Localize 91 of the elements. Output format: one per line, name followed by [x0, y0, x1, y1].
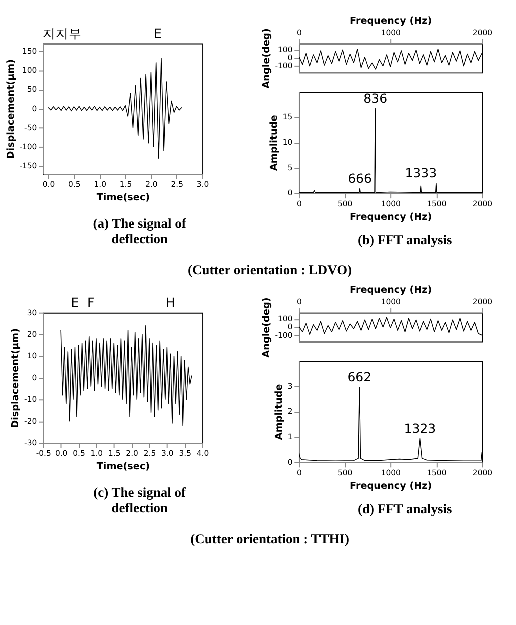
- text: 지지부: [43, 26, 82, 41]
- x-tick-label: 0.0: [42, 180, 56, 189]
- x-tick-label: 2.0: [126, 449, 139, 458]
- annotation: 662: [348, 370, 372, 385]
- x-tick-label: 1000: [381, 199, 401, 208]
- y-tick-label: 0: [288, 322, 293, 332]
- y-tick-label: 150: [22, 46, 38, 56]
- y-axis-title: Displacement(μm): [6, 59, 17, 160]
- y-tick-label: 15: [282, 112, 293, 122]
- x-axis-title: Frequency (Hz): [350, 285, 432, 296]
- y-axis-title: Displacement(μm): [10, 328, 22, 428]
- y-tick-label: -100: [20, 142, 38, 152]
- y-tick-label: 2: [288, 407, 293, 416]
- y-tick-label: 10: [27, 352, 38, 361]
- x-axis-title: Frequency (Hz): [350, 16, 432, 27]
- x-tick-label: 0: [297, 199, 302, 208]
- text: (b) FFT analysis: [358, 232, 452, 248]
- y-tick-label: -20: [24, 416, 38, 426]
- y-tick-label: -100: [275, 62, 293, 71]
- y-tick-label: -50: [24, 123, 38, 132]
- y-tick-label: 1: [288, 432, 293, 442]
- x-tick-label: 1000: [381, 298, 401, 307]
- x-tick-label: 3.0: [196, 180, 210, 189]
- x-tick-label: 2.5: [171, 180, 184, 189]
- x-tick-label: 2000: [472, 28, 493, 38]
- x-tick-label: 1.0: [90, 449, 104, 458]
- x-tick-label: 1500: [427, 199, 447, 208]
- x-tick-label: 0: [297, 468, 302, 478]
- y-axis-title: Angle(deg): [261, 28, 272, 89]
- y-tick-label: -10: [24, 395, 38, 404]
- x-axis-title: Time(sec): [96, 192, 150, 204]
- x-tick-label: 2000: [472, 199, 493, 208]
- y-tick-label: 10: [282, 138, 293, 148]
- line-series: [48, 58, 182, 160]
- y-tick-label: -150: [20, 162, 38, 171]
- x-tick-label: -0.5: [36, 449, 52, 458]
- y-tick-label: 0: [32, 373, 38, 382]
- x-tick-label: 1000: [381, 468, 401, 478]
- y-tick-label: 100: [278, 314, 293, 324]
- annotation: 836: [364, 90, 388, 106]
- text: H: [166, 295, 176, 310]
- x-tick-label: 0.0: [55, 449, 68, 458]
- x-tick-label: 1.5: [108, 449, 121, 458]
- y-tick-label: 3: [288, 382, 293, 391]
- x-tick-label: 3.5: [179, 449, 192, 458]
- x-tick-label: 0: [297, 298, 302, 307]
- x-tick-label: 1.5: [120, 180, 132, 189]
- x-axis-title: Time(sec): [96, 462, 150, 473]
- y-tick-label: 0: [288, 458, 293, 467]
- text: F: [88, 295, 95, 310]
- x-axis-title: Frequency (Hz): [350, 480, 432, 492]
- x-tick-label: 1.0: [94, 180, 107, 189]
- y-tick-label: 0: [32, 104, 38, 114]
- x-tick-label: 2000: [472, 468, 493, 478]
- x-tick-label: 2.5: [144, 449, 156, 458]
- y-tick-label: 100: [22, 66, 38, 75]
- text: E: [154, 26, 162, 41]
- y-axis-title: Amplitude: [269, 114, 280, 172]
- text: (c) The signal of deflection: [94, 485, 187, 516]
- x-tick-label: 2.0: [146, 180, 158, 189]
- line-series: [60, 326, 192, 426]
- x-tick-label: 0: [297, 28, 302, 38]
- text: (d) FFT analysis: [358, 501, 452, 516]
- y-tick-label: 100: [278, 46, 293, 55]
- x-tick-label: 0.5: [68, 180, 81, 189]
- x-tick-label: 4.0: [196, 449, 210, 458]
- y-tick-label: 0: [288, 54, 293, 63]
- y-axis-title: Angle(deg): [261, 298, 272, 358]
- x-tick-label: 0.5: [73, 449, 86, 458]
- y-tick-label: 0: [288, 188, 293, 198]
- annotation: 1323: [404, 420, 436, 436]
- x-tick-label: 3.0: [162, 449, 174, 458]
- y-axis-title: Amplitude: [274, 384, 286, 440]
- y-tick-label: -30: [24, 438, 38, 448]
- y-tick-label: -100: [275, 330, 293, 340]
- y-tick-label: 5: [288, 163, 293, 172]
- text: (Cutter orientation : TTHI): [190, 531, 350, 546]
- annotation: 666: [348, 170, 372, 186]
- y-tick-label: 50: [27, 85, 38, 94]
- x-tick-label: 1000: [381, 28, 401, 38]
- annotation: 1333: [405, 165, 438, 180]
- x-tick-label: 1500: [427, 468, 447, 478]
- text: (a) The signal of deflection: [93, 216, 187, 246]
- text: (Cutter orientation : LDVO): [188, 262, 352, 278]
- y-tick-label: 30: [27, 308, 38, 318]
- x-tick-label: 2000: [472, 298, 493, 307]
- y-tick-label: 20: [27, 330, 38, 339]
- x-tick-label: 500: [338, 468, 353, 478]
- x-tick-label: 500: [338, 199, 353, 208]
- text: E: [71, 295, 80, 310]
- x-axis-title: Frequency (Hz): [350, 212, 432, 223]
